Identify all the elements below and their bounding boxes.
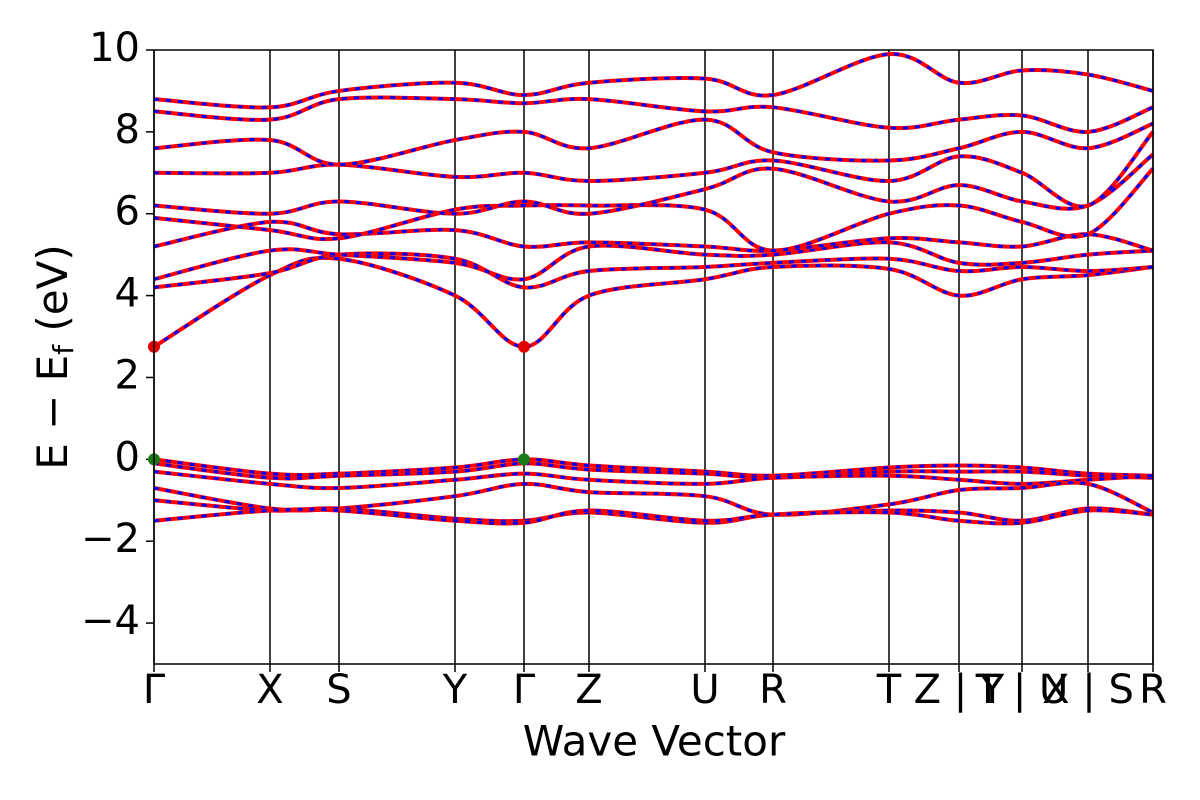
band-line-dashed	[153, 95, 1154, 134]
x-tick-label: X | S	[1042, 667, 1134, 713]
band-line	[153, 240, 1154, 282]
x-tick-label: X	[256, 667, 283, 713]
band-line	[153, 95, 1154, 134]
band-line-dashed	[153, 220, 1154, 253]
band-line	[153, 457, 1154, 478]
band-line-dashed	[153, 118, 1154, 167]
band-line-dashed	[153, 167, 1155, 253]
band-line-dashed	[153, 498, 1154, 525]
band-line-dashed	[153, 52, 1154, 109]
band-line-dashed	[153, 256, 1154, 349]
y-tick-label: −2	[81, 516, 140, 562]
x-tick-label: Z	[575, 667, 602, 713]
band-line	[153, 117, 1154, 167]
y-tick-label: 6	[115, 189, 140, 235]
x-tick-label: T	[876, 667, 902, 713]
y-tick-label: 2	[115, 352, 140, 398]
y-label-subscript: f	[47, 344, 80, 355]
y-tick-label: 8	[115, 107, 140, 153]
band-line-dashed	[153, 251, 1154, 290]
y-tick-label: 10	[89, 25, 140, 71]
y-axis-label: E − Ef (eV)	[28, 244, 81, 470]
x-tick-label: R	[759, 667, 787, 713]
y-tick-label: 4	[115, 271, 140, 317]
band-line	[153, 469, 1154, 491]
band-line	[153, 167, 1155, 253]
band-line-dashed	[153, 153, 1154, 216]
band-line	[153, 461, 1154, 481]
band-line	[152, 255, 1154, 349]
x-tick-label: T | U	[975, 667, 1069, 713]
x-tick-label: Γ	[143, 667, 166, 713]
extremum-marker	[518, 340, 530, 353]
band-line-dashed	[153, 130, 1155, 208]
extremum-marker	[518, 453, 530, 466]
band-line	[153, 52, 1154, 110]
y-label-part: E − E	[28, 355, 77, 470]
x-axis-label: Wave Vector	[523, 717, 786, 766]
x-tick-label: Y	[442, 667, 468, 713]
y-tick-label: 0	[115, 434, 140, 480]
y-label-part: (eV)	[28, 244, 77, 345]
x-tick-label: R	[1139, 667, 1167, 713]
band-line-dashed	[153, 481, 1154, 517]
x-tick-label: Γ	[513, 667, 536, 713]
x-tick-label: S	[326, 667, 351, 713]
x-tick-label: Z | Y	[914, 667, 1005, 713]
band-line	[153, 507, 1154, 526]
x-tick-label: U	[690, 667, 719, 713]
y-tick-label: −4	[81, 598, 140, 644]
plot-frame	[153, 49, 1154, 665]
